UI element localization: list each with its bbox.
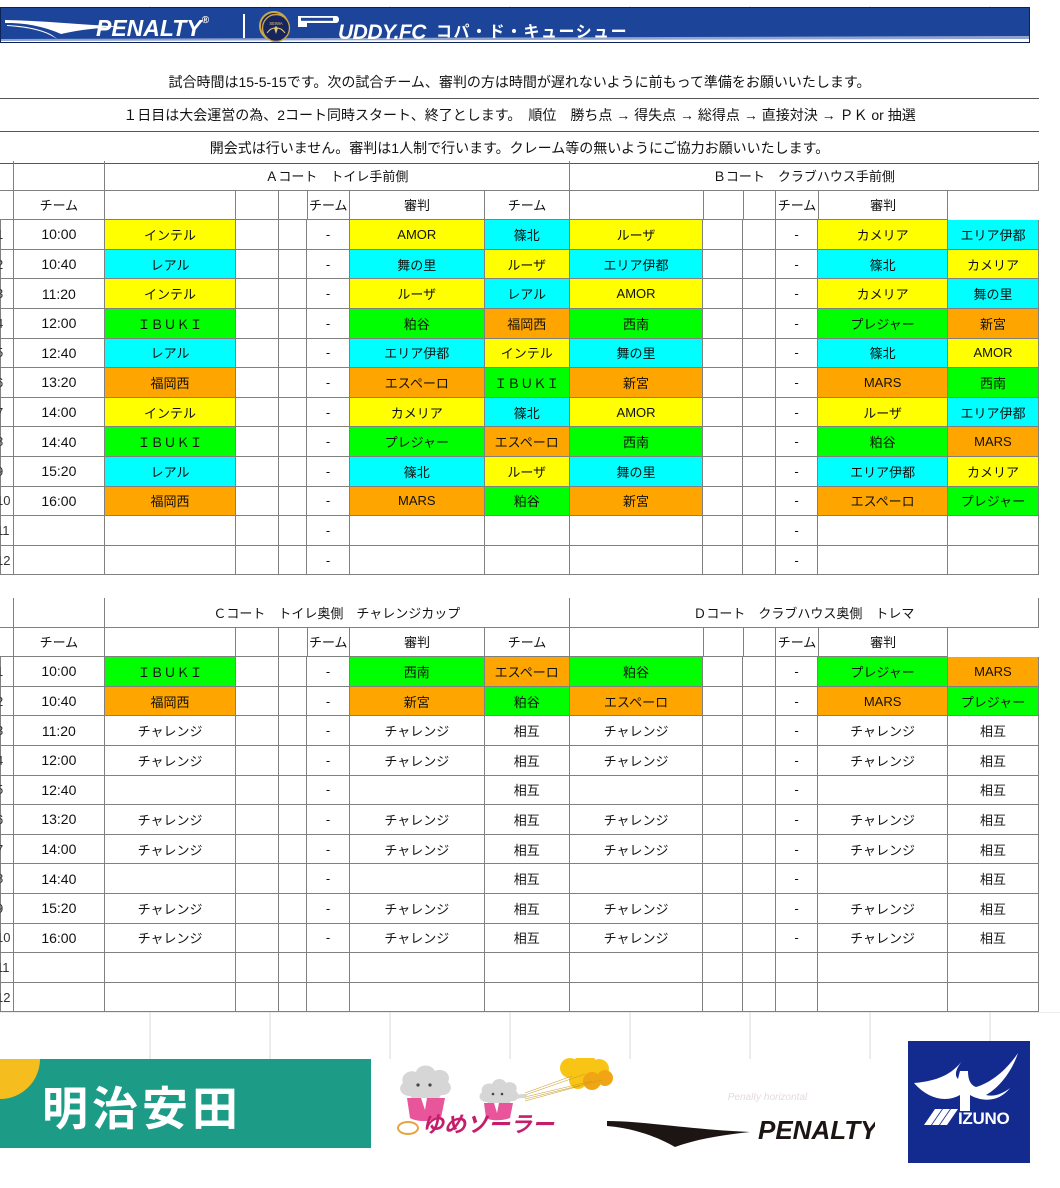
svg-text:SEIWA: SEIWA: [269, 21, 283, 26]
svg-text:IZUNO: IZUNO: [958, 1109, 1009, 1128]
svg-text:PENALTY: PENALTY: [758, 1115, 875, 1145]
